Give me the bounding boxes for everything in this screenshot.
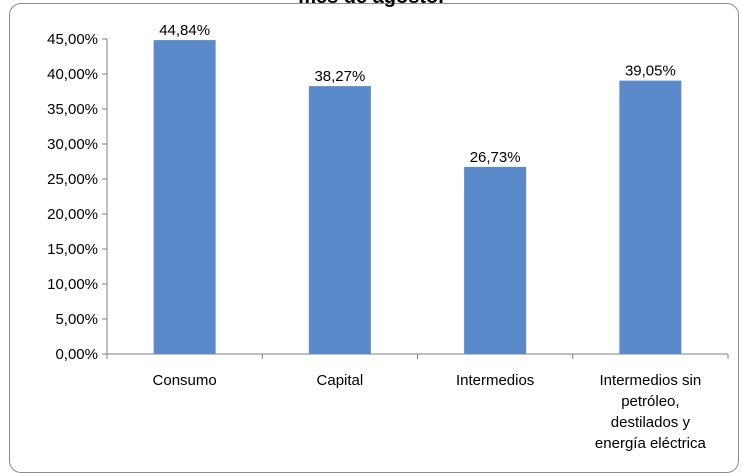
data-label: 38,27% — [314, 68, 365, 85]
bar — [464, 166, 527, 354]
y-axis: 0,00% 5,00% 10,00% 15,00% 20,00% 25,00% 30,00%… — [47, 31, 108, 363]
data-labels: 44,84% 38,27% 26,73% 39,05% — [159, 22, 676, 166]
y-tick-label: 30,00% — [47, 136, 98, 153]
x-tick-label: Intermedios — [456, 372, 534, 389]
bar — [153, 40, 216, 355]
bars — [153, 40, 682, 355]
y-tick-label: 0,00% — [55, 346, 98, 363]
chart-frame — [9, 3, 739, 473]
y-tick-label: 20,00% — [47, 206, 98, 223]
y-tick-label: 45,00% — [47, 31, 98, 48]
data-label: 26,73% — [470, 149, 521, 166]
x-tick-label: Intermedios sin petróleo, destilados y ener… — [595, 372, 707, 452]
y-tick-label: 10,00% — [47, 276, 98, 293]
x-axis: Consumo Capital Intermedios Intermedios sin… — [106, 353, 729, 452]
bar — [619, 80, 682, 355]
y-tick-label: 25,00% — [47, 171, 98, 188]
bar — [308, 86, 371, 355]
x-tick-label: Consumo — [153, 372, 217, 389]
y-tick-label: 15,00% — [47, 241, 98, 258]
y-tick-label: 5,00% — [55, 311, 98, 328]
y-tick-label: 35,00% — [47, 101, 98, 118]
x-tick-label: Capital — [317, 372, 364, 389]
data-label: 44,84% — [159, 22, 210, 39]
chart-title: mes de agosto. — [0, 0, 742, 9]
data-label: 39,05% — [625, 63, 676, 80]
y-tick-label: 40,00% — [47, 66, 98, 83]
